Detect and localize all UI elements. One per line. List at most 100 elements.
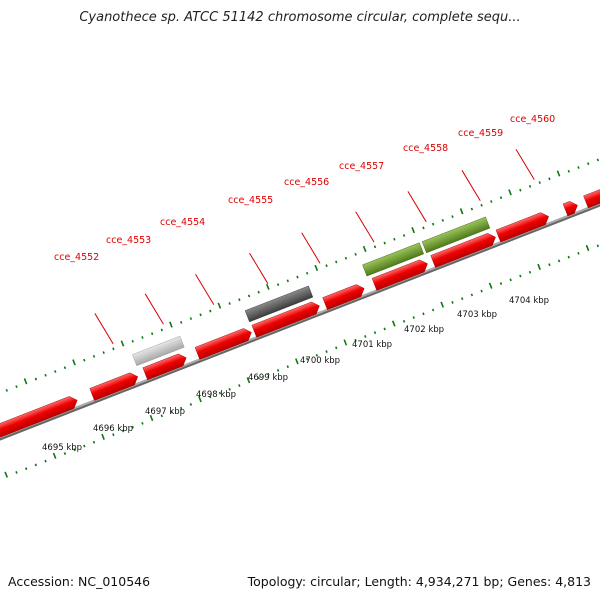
gene-box-olive[interactable] [362, 242, 424, 277]
minor-tick [141, 336, 144, 339]
gene-label[interactable]: cce_4556 [284, 177, 329, 188]
major-tick [411, 227, 415, 234]
minor-tick [92, 440, 96, 444]
minor-tick [596, 158, 600, 162]
gene-box-light-gray[interactable] [132, 335, 185, 367]
minor-tick [557, 259, 561, 263]
scale-label: 4695 kbp [42, 443, 82, 453]
gene-label[interactable]: cce_4553 [106, 235, 151, 246]
minor-tick [209, 395, 212, 399]
minor-tick [373, 331, 377, 335]
minor-tick [257, 290, 260, 294]
minor-tick [73, 448, 76, 452]
scale-label: 4699 kbp [248, 373, 288, 383]
minor-tick [34, 463, 38, 467]
minor-tick [63, 452, 67, 455]
label-leader [461, 170, 481, 201]
minor-tick [335, 260, 338, 264]
gene-arrow[interactable] [430, 231, 498, 268]
map-title: Cyanothece sp. ATCC 51142 chromosome cir… [79, 10, 521, 25]
gene-arrow[interactable] [194, 326, 254, 360]
gene-arrow[interactable] [142, 352, 189, 381]
minor-tick [335, 346, 338, 350]
minor-tick [150, 332, 154, 336]
minor-tick [480, 289, 483, 293]
major-tick [52, 452, 57, 459]
gene-arrow[interactable] [89, 371, 140, 401]
minor-tick [180, 406, 183, 410]
minor-tick [92, 354, 96, 358]
label-leader [407, 191, 427, 223]
gene-box-dark-gray[interactable] [244, 285, 314, 323]
minor-tick [83, 358, 86, 362]
minor-tick [24, 467, 28, 471]
minor-tick [276, 369, 280, 372]
minor-tick [461, 297, 464, 301]
major-tick [23, 378, 28, 385]
minor-tick [519, 274, 522, 278]
minor-tick [63, 366, 67, 370]
minor-tick [567, 255, 570, 259]
gene-arrow[interactable] [495, 210, 551, 243]
label-leader [144, 293, 164, 325]
minor-tick [480, 203, 483, 207]
gene-label[interactable]: cce_4552 [54, 252, 99, 263]
minor-tick [160, 328, 164, 332]
minor-tick [325, 264, 328, 268]
gene-arrow[interactable] [322, 282, 367, 310]
major-tick [362, 245, 367, 253]
gene-arrow[interactable] [583, 180, 600, 209]
gene-arrow[interactable] [251, 300, 322, 338]
minor-tick [538, 181, 541, 185]
minor-tick [586, 162, 590, 166]
gene-arrow[interactable] [0, 394, 80, 438]
gene-label[interactable]: cce_4558 [403, 143, 448, 154]
major-tick [537, 263, 541, 270]
upper-tick-row [5, 158, 600, 392]
minor-tick [470, 207, 474, 211]
minor-tick [189, 317, 193, 321]
gene-arrow[interactable] [562, 199, 580, 217]
minor-tick [131, 339, 134, 343]
major-tick [169, 321, 173, 328]
minor-tick [305, 271, 309, 275]
accession-text: Accession: NC_010546 [8, 574, 151, 589]
major-tick [508, 189, 512, 196]
label-leader-lines [94, 148, 535, 345]
minor-tick [422, 312, 425, 316]
gene-label[interactable]: cce_4554 [160, 217, 205, 228]
major-tick [556, 170, 561, 177]
minor-tick [383, 241, 386, 245]
gene-arrow[interactable] [371, 258, 430, 291]
minor-tick [296, 275, 299, 279]
gene-label[interactable]: cce_4559 [458, 128, 503, 139]
major-tick [198, 396, 202, 403]
minor-tick [286, 279, 289, 283]
minor-tick [315, 353, 319, 357]
minor-tick [160, 414, 164, 418]
minor-tick [509, 278, 512, 282]
minor-tick [325, 350, 328, 353]
minor-tick [44, 459, 47, 463]
major-tick [101, 433, 105, 440]
minor-tick [354, 252, 357, 256]
minor-tick [247, 294, 251, 298]
major-tick [4, 471, 9, 478]
minor-tick [112, 433, 115, 437]
major-tick [343, 339, 348, 346]
gene-label[interactable]: cce_4555 [228, 195, 273, 206]
major-tick [120, 340, 125, 347]
minor-tick [470, 293, 474, 297]
scale-label: 4703 kbp [457, 310, 497, 320]
gene-label[interactable]: cce_4557 [339, 161, 384, 172]
minor-tick [548, 177, 551, 181]
minor-tick [373, 245, 377, 249]
minor-tick [15, 471, 18, 474]
gene-label[interactable]: cce_4560 [510, 114, 555, 125]
minor-tick [422, 226, 425, 230]
minor-tick [267, 372, 270, 376]
scale-label: 4700 kbp [300, 356, 340, 366]
major-tick [391, 320, 396, 327]
minor-tick [451, 215, 454, 219]
gene-box-olive[interactable] [421, 216, 491, 254]
